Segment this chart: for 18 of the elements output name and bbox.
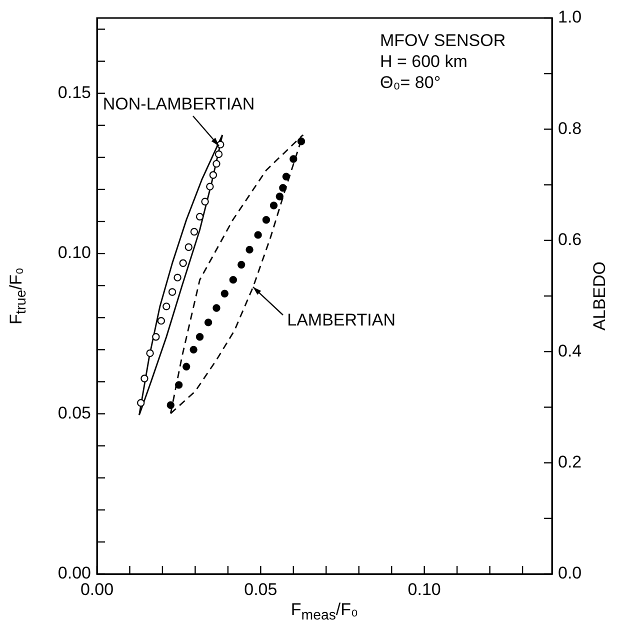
y-tick-label: 0.05 [58, 403, 91, 422]
y2-tick-label: 0.2 [558, 452, 582, 472]
y2-tick-label: 0.8 [558, 118, 582, 138]
annotation: MFOV SENSOR [380, 30, 506, 51]
y2-tick-label: 1.0 [558, 8, 582, 27]
x-axis-title: F$_{meas}$/F₀ [290, 600, 360, 624]
y-tick-label: 0.15 [58, 82, 91, 102]
annotation: Θ₀= 80° [380, 72, 442, 93]
annotation: LAMBERTIAN [287, 310, 396, 330]
x-tick-label: 0.05 [244, 580, 278, 599]
annotation: H = 600 km [380, 51, 468, 72]
y2-tick-label: 0.0 [558, 564, 582, 583]
y-tick-label: 0.10 [58, 243, 91, 262]
x-tick-label: 0.10 [408, 580, 441, 599]
y2-tick-label: 0.6 [558, 230, 582, 250]
annotation: NON-LAMBERTIAN [102, 94, 255, 114]
y2-tick-label: 0.4 [558, 341, 582, 360]
y2-axis-title: ALBEDO [590, 262, 610, 330]
